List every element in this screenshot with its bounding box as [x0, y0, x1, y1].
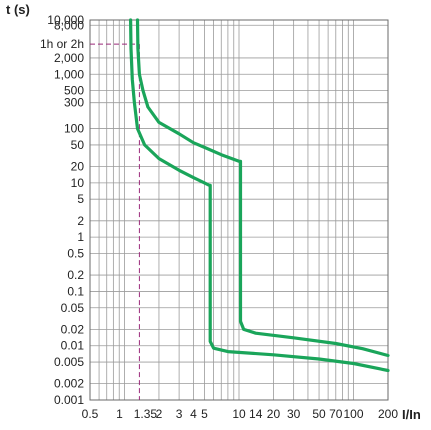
x-tick-label: 1: [116, 407, 123, 421]
x-axis-label: I/In: [402, 407, 421, 422]
x-tick-label: 2: [156, 407, 163, 421]
x-tick-label: 70: [329, 407, 343, 421]
y-tick-label: 10: [71, 176, 85, 190]
y-tick-label: 0.002: [54, 377, 84, 391]
y-axis-label: t (s): [6, 2, 30, 17]
y-tick-label: 0.01: [61, 339, 85, 353]
x-tick-label: 200: [378, 407, 398, 421]
curves: [129, 18, 390, 373]
y-tick-label: 500: [64, 84, 84, 98]
x-tick-label: 3: [176, 407, 183, 421]
y-tick-label: 0.05: [61, 301, 85, 315]
x-tick-label: 100: [344, 407, 364, 421]
x-tick-label: 50: [312, 407, 326, 421]
y-tick-label: 1: [77, 230, 84, 244]
y-tick-label: 50: [71, 138, 85, 152]
y-tick-label: 0.005: [54, 355, 84, 369]
y-tick-label: 20: [71, 160, 85, 174]
y-tick-label: 5: [77, 192, 84, 206]
y-tick-label: 0.2: [67, 268, 84, 282]
y-tick-label: 2,000: [54, 51, 84, 65]
x-tick-label: 1.35: [134, 407, 158, 421]
upper-trip-curve: [135, 18, 390, 358]
y-tick-label: 100: [64, 122, 84, 136]
y-tick-label: 10,000: [47, 13, 84, 27]
x-tick-labels: 0.5 1 1.352 3 4 5 10 14 20 30 50 70 100 200: [82, 407, 399, 421]
y-tick-label: 300: [64, 96, 84, 110]
x-tick-label: 14: [249, 407, 263, 421]
plot-frame: [89, 19, 389, 401]
x-tick-label: 5: [201, 407, 208, 421]
y-tick-label: 0.5: [67, 246, 84, 260]
y-tick-label: 0.1: [67, 284, 84, 298]
lower-trip-curve: [129, 18, 390, 373]
y-tick-label: 0.001: [54, 393, 84, 407]
x-tick-label: 0.5: [82, 407, 99, 421]
x-tick-label: 30: [287, 407, 301, 421]
y-tick-label: 2: [77, 214, 84, 228]
y-tick-label: 1,000: [54, 67, 84, 81]
x-tick-label: 4: [190, 407, 197, 421]
x-tick-label: 20: [267, 407, 281, 421]
y-tick-label: 8,000: [54, 18, 84, 32]
y-tick-label: 0.02: [61, 322, 85, 336]
y-tick-label-1h-or-2h: 1h or 2h: [40, 37, 84, 51]
x-tick-label: 10: [232, 407, 246, 421]
reference-lines: [90, 43, 140, 400]
